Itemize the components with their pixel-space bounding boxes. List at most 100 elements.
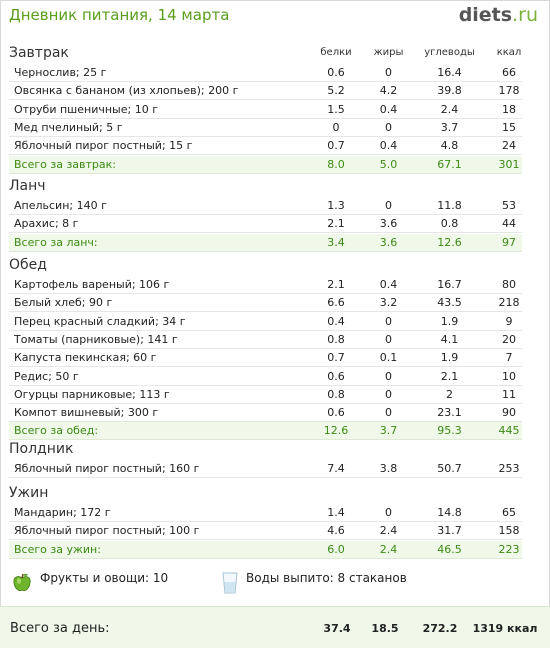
- protein-value: 5.2: [327, 84, 345, 97]
- food-row[interactable]: Яблочный пирог постный; 160 г 7.4 3.8 50.7 2…: [9, 460, 522, 478]
- fat-value: 0.4: [379, 103, 398, 116]
- food-name: Чернослив; 25 г: [14, 66, 107, 79]
- food-name: Томаты (парниковые); 141 г: [14, 333, 178, 346]
- protein-value: 3.4: [327, 236, 345, 249]
- food-name: Мандарин; 172 г: [14, 506, 111, 519]
- food-name: Компот вишневый; 300 г: [14, 406, 159, 419]
- kcal-value: 80: [502, 278, 516, 291]
- carbs-value: 1.9: [440, 351, 459, 364]
- fat-value: 0: [385, 506, 392, 519]
- kcal-value: 97: [502, 236, 516, 249]
- protein-value: 0.7: [327, 351, 345, 364]
- protein-value: 6.6: [327, 296, 345, 309]
- carbs-value: 95.3: [437, 424, 462, 437]
- fat-value: 0: [385, 66, 392, 79]
- kcal-value: 301: [498, 158, 520, 171]
- food-row[interactable]: Картофель вареный; 106 г 2.1 0.4 16.7 80: [9, 276, 522, 294]
- kcal-value: 178: [498, 84, 520, 97]
- fat-value: 3.6: [379, 217, 398, 230]
- fat-value: 3.8: [379, 462, 398, 475]
- meal-total-row: Всего за ужин: 6.0 2.4 46.5 223: [9, 541, 522, 559]
- apple-icon: [13, 573, 31, 591]
- food-name: Перец красный сладкий; 34 г: [14, 315, 186, 328]
- food-name: Отруби пшеничные; 10 г: [14, 103, 158, 116]
- protein-value: 2.1: [327, 217, 345, 230]
- carbs-value: 1.9: [440, 315, 459, 328]
- meal-total-label: Всего за обед:: [14, 424, 99, 437]
- carbs-value: 46.5: [437, 543, 462, 556]
- kcal-value: 10: [502, 370, 516, 383]
- food-row[interactable]: Перец красный сладкий; 34 г 0.4 0 1.9 9: [9, 313, 522, 331]
- food-row[interactable]: Мед пчелиный; 5 г 0 0 3.7 15: [9, 119, 522, 137]
- fat-value: 3.7: [379, 424, 398, 437]
- food-row[interactable]: Мандарин; 172 г 1.4 0 14.8 65: [9, 504, 522, 522]
- fat-value: 5.0: [379, 158, 398, 171]
- fat-value: 3.6: [379, 236, 398, 249]
- food-row[interactable]: Отруби пшеничные; 10 г 1.5 0.4 2.4 18: [9, 101, 522, 119]
- protein-value: 0.7: [327, 139, 345, 152]
- carbs-value: 3.7: [440, 121, 459, 134]
- water-summary: Воды выпито: 8 стаканов: [246, 571, 407, 585]
- kcal-value: 24: [502, 139, 516, 152]
- protein-value: 0.8: [327, 388, 345, 401]
- food-row[interactable]: Овсянка с бананом (из хлопьев); 200 г 5.2…: [9, 82, 522, 100]
- carbs-value: 4.8: [440, 139, 459, 152]
- food-row[interactable]: Компот вишневый; 300 г 0.6 0 23.1 90: [9, 404, 522, 422]
- kcal-value: 253: [498, 462, 520, 475]
- meal-heading: Ланч: [9, 178, 46, 194]
- column-header-protein: белки: [320, 47, 352, 58]
- food-row[interactable]: Томаты (парниковые); 141 г 0.8 0 4.1 20: [9, 331, 522, 349]
- carbs-value: 14.8: [437, 506, 462, 519]
- kcal-value: 11: [502, 388, 516, 401]
- kcal-value: 20: [502, 333, 516, 346]
- carbs-value: 16.7: [437, 278, 462, 291]
- food-row[interactable]: Яблочный пирог постный; 15 г 0.7 0.4 4.8 24: [9, 137, 522, 155]
- logo-main: diets: [458, 4, 513, 26]
- carbs-value: 16.4: [437, 66, 462, 79]
- water-glass-icon: [222, 572, 238, 594]
- meal-total-row: Всего за завтрак: 8.0 5.0 67.1 301: [9, 156, 522, 174]
- fat-value: 4.2: [379, 84, 398, 97]
- day-total-protein: 37.4: [323, 622, 351, 635]
- meal-heading: Завтрак: [9, 45, 69, 61]
- food-row[interactable]: Апельсин; 140 г 1.3 0 11.8 53: [9, 197, 522, 215]
- fat-value: 0: [385, 199, 392, 212]
- carbs-value: 67.1: [437, 158, 462, 171]
- food-name: Белый хлеб; 90 г: [14, 296, 113, 309]
- site-logo[interactable]: diets.ru: [459, 4, 538, 26]
- fruits-veg-summary: Фрукты и овощи: 10: [40, 571, 169, 585]
- day-total-kcal: 1319 ккал: [472, 622, 538, 635]
- food-row[interactable]: Редис; 50 г 0.6 0 2.1 10: [9, 368, 522, 386]
- meal-heading: Обед: [9, 257, 47, 273]
- food-name: Мед пчелиный; 5 г: [14, 121, 123, 134]
- food-name: Редис; 50 г: [14, 370, 79, 383]
- protein-value: 0.6: [327, 406, 345, 419]
- protein-value: 1.5: [327, 103, 345, 116]
- kcal-value: 158: [498, 524, 520, 537]
- meal-total-label: Всего за завтрак:: [14, 158, 117, 171]
- food-row[interactable]: Чернослив; 25 г 0.6 0 16.4 66: [9, 64, 522, 82]
- food-row[interactable]: Арахис; 8 г 2.1 3.6 0.8 44: [9, 215, 522, 233]
- protein-value: 0.6: [327, 66, 345, 79]
- food-name: Арахис; 8 г: [14, 217, 79, 230]
- kcal-value: 53: [502, 199, 516, 212]
- food-row[interactable]: Яблочный пирог постный; 100 г 4.6 2.4 31.7 1…: [9, 522, 522, 540]
- food-row[interactable]: Капуста пекинская; 60 г 0.7 0.1 1.9 7: [9, 349, 522, 367]
- kcal-value: 445: [498, 424, 520, 437]
- food-name: Яблочный пирог постный; 100 г: [14, 524, 200, 537]
- page-title: Дневник питания, 14 марта: [9, 6, 230, 24]
- kcal-value: 15: [502, 121, 516, 134]
- food-row[interactable]: Огурцы парниковые; 113 г 0.8 0 2 11: [9, 386, 522, 404]
- food-row[interactable]: Белый хлеб; 90 г 6.6 3.2 43.5 218: [9, 294, 522, 312]
- food-name: Апельсин; 140 г: [14, 199, 107, 212]
- carbs-value: 23.1: [437, 406, 462, 419]
- fat-value: 2.4: [379, 524, 398, 537]
- kcal-value: 7: [505, 351, 513, 364]
- food-name: Картофель вареный; 106 г: [14, 278, 170, 291]
- protein-value: 2.1: [327, 278, 345, 291]
- kcal-value: 18: [502, 103, 516, 116]
- fat-value: 0: [385, 406, 392, 419]
- column-header-fat: жиры: [373, 47, 404, 58]
- fat-value: 0: [385, 370, 392, 383]
- protein-value: 12.6: [323, 424, 349, 437]
